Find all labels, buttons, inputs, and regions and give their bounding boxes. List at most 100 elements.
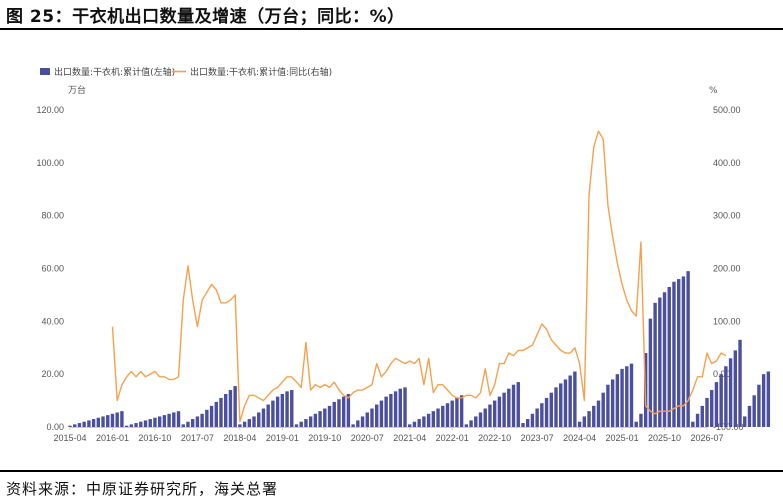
bar-series <box>68 271 771 428</box>
bar <box>592 405 596 427</box>
bar <box>511 384 516 427</box>
left-tick-label: 120.00 <box>36 105 64 115</box>
bar <box>143 420 148 427</box>
bar <box>337 399 341 427</box>
bar <box>544 397 549 427</box>
bar <box>181 424 185 427</box>
bar <box>294 424 299 427</box>
bar <box>743 416 747 427</box>
left-axis-ticks: 0.00 20.00 40.00 60.00 80.00 100.00 120.00 <box>36 105 64 432</box>
bar <box>110 413 115 427</box>
bar <box>445 403 450 427</box>
bar <box>120 411 124 427</box>
bar <box>365 412 369 427</box>
bar <box>370 408 374 427</box>
bar <box>261 408 266 427</box>
bar <box>375 404 379 427</box>
right-tick-label: -100.00 <box>713 422 744 432</box>
bar <box>412 421 417 427</box>
bar <box>153 417 157 427</box>
bar <box>691 421 695 427</box>
x-tick-label: 2019-10 <box>308 433 341 443</box>
right-axis-unit: % <box>709 86 718 96</box>
bar <box>634 421 638 427</box>
legend-bar-label: 出口数量:干衣机:累计值(左轴) <box>54 66 175 78</box>
bar <box>195 416 200 427</box>
bar <box>653 302 657 427</box>
bar <box>228 390 233 427</box>
bar <box>478 412 483 427</box>
bar <box>667 286 671 427</box>
bar <box>299 421 303 427</box>
bar <box>549 392 553 427</box>
bar <box>516 382 520 427</box>
bar <box>134 423 138 427</box>
x-tick-label: 2022-10 <box>478 433 511 443</box>
bar <box>766 371 771 427</box>
bar <box>280 393 285 427</box>
bar <box>308 416 313 427</box>
x-tick-label: 2024-04 <box>563 433 596 443</box>
left-tick-label: 0.00 <box>46 422 64 432</box>
bar <box>219 397 223 427</box>
bar <box>96 417 101 427</box>
bar <box>658 297 662 427</box>
bar <box>672 281 676 427</box>
right-tick-label: 400.00 <box>713 158 741 168</box>
bar <box>384 396 388 427</box>
bar <box>233 386 237 427</box>
bar <box>129 424 134 427</box>
legend-line-label: 出口数量:干衣机:累计值:同比(右轴) <box>190 66 332 78</box>
bar <box>563 379 568 427</box>
bar <box>615 374 620 427</box>
bar <box>648 318 653 427</box>
bar <box>214 401 218 427</box>
x-tick-label: 2023-07 <box>521 433 554 443</box>
x-tick-label: 2016-01 <box>96 433 129 443</box>
bar <box>639 413 643 427</box>
legend: 出口数量:干衣机:累计值(左轴) 出口数量:干衣机:累计值:同比(右轴) <box>40 66 332 78</box>
x-axis-ticks: 2015-04 2016-01 2016-10 2017-07 2018-04 2019-… <box>53 427 724 443</box>
bar <box>507 388 511 427</box>
bar <box>681 276 686 427</box>
bar <box>710 390 714 427</box>
bar <box>474 416 478 427</box>
bar <box>714 382 719 427</box>
x-tick-label: 2026-07 <box>690 433 723 443</box>
bar <box>176 411 181 427</box>
bar <box>224 393 228 427</box>
bar <box>502 392 506 427</box>
bar <box>582 416 587 427</box>
bar <box>304 419 308 427</box>
bar <box>747 405 752 427</box>
bar <box>695 413 700 427</box>
right-tick-label: 100.00 <box>713 316 741 326</box>
bar <box>757 384 761 427</box>
bar <box>464 424 469 427</box>
bar <box>252 416 256 427</box>
x-tick-label: 2021-04 <box>393 433 426 443</box>
bar <box>719 374 723 427</box>
line-series <box>111 130 727 423</box>
bar <box>200 413 204 427</box>
x-tick-label: 2016-10 <box>138 433 171 443</box>
bar <box>327 405 332 427</box>
bar <box>724 366 728 427</box>
bar <box>290 390 294 427</box>
bar <box>497 396 502 427</box>
bar <box>587 411 591 427</box>
left-tick-label: 80.00 <box>41 211 64 221</box>
bar <box>157 416 162 427</box>
bar <box>257 412 261 427</box>
bar <box>436 408 440 427</box>
bar <box>455 397 459 427</box>
left-tick-label: 100.00 <box>36 158 64 168</box>
bar <box>323 408 327 427</box>
bar <box>752 395 756 427</box>
bar <box>266 404 270 427</box>
bar <box>431 411 436 427</box>
bar <box>101 416 105 427</box>
bar <box>521 423 525 427</box>
x-tick-label: 2018-04 <box>223 433 256 443</box>
bar <box>686 271 690 427</box>
